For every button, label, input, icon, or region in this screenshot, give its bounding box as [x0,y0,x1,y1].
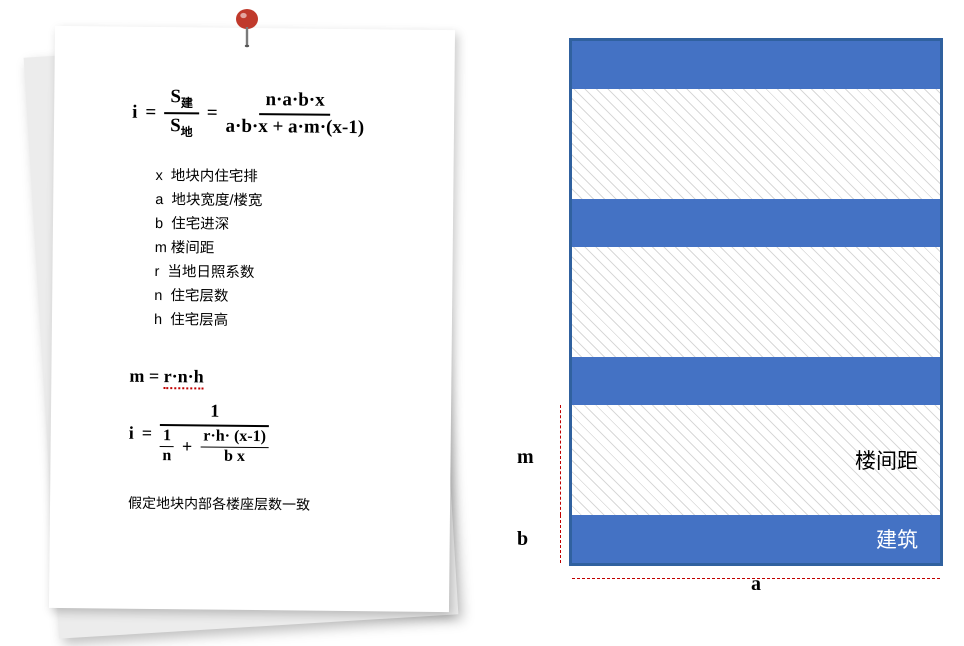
f1-num: n·a·b·x [259,90,330,116]
note-card: i = S建 S地 = n·a·b·x a·b·x + a·m·(x-1) x … [49,26,455,612]
def-a: a 地块宽度/楼宽 [155,189,419,216]
f3-den-frac2: r·h· (x-1) b x [200,429,269,466]
building-row-3 [572,357,940,405]
def-b: b 住宅进深 [155,213,419,240]
f3-num: 1 [160,401,269,427]
building-row-1 [572,41,940,89]
pushpin-icon [225,5,269,49]
def-r: r 当地日照系数 [154,261,418,288]
f2-rhs: r·n·h [164,367,204,390]
f3-lhs: i [129,422,134,443]
f3-den-frac1: 1 n [160,428,174,465]
f1-sub-built: 建 [181,96,193,110]
label-b: b [517,528,528,551]
dim-line-b [560,515,561,563]
f3-frac: 1 1 n + r·h· (x-1) b x [160,401,270,466]
formula-spacing: m = r·n·h [129,366,417,390]
label-m: m [517,446,534,469]
plus-sign: + [182,437,192,457]
f1-s-land: S [170,115,181,136]
plot-area: 建筑 楼间距 a [569,38,943,566]
def-n: n 住宅层数 [154,285,418,312]
f1-frac-area: S建 S地 [164,87,199,139]
def-m: m 楼间距 [155,237,419,264]
equals-sign-3: = [142,422,152,443]
plot-plan-diagram: m b 建筑 楼间距 a [545,38,943,598]
formula-density: i = S建 S地 = n·a·b·x a·b·x + a·m·(x-1) [132,87,421,142]
equals-sign-2: = [207,103,218,125]
f1-den: a·b·x + a·m·(x-1) [225,115,364,139]
f3-den: 1 n + r·h· (x-1) b x [160,428,269,466]
building-row-4: 建筑 [572,515,940,563]
f1-sub-land: 地 [181,125,193,139]
equals-sign: = [145,102,156,124]
building-row-2 [572,199,940,247]
dim-line-m [560,405,561,515]
label-a: a [751,573,761,596]
gap-label: 楼间距 [855,445,918,475]
f1-s-built: S [170,86,181,107]
assumption-text: 假定地块内部各楼座层数一致 [128,493,416,516]
def-h: h 住宅层高 [154,308,418,335]
building-label: 建筑 [876,524,918,554]
f2-lhs: m = [129,366,159,386]
definitions-list: x 地块内住宅排 a 地块宽度/楼宽 b 住宅进深 m 楼间距 r 当地日照系数… [154,165,420,335]
def-x: x 地块内住宅排 [155,165,419,192]
hatch-fill [572,41,940,563]
f1-lhs: i [132,102,138,124]
formula-density-simplified: i = 1 1 n + r·h· (x-1) b x [128,401,417,467]
f1-frac-expanded: n·a·b·x a·b·x + a·m·(x-1) [225,90,364,139]
